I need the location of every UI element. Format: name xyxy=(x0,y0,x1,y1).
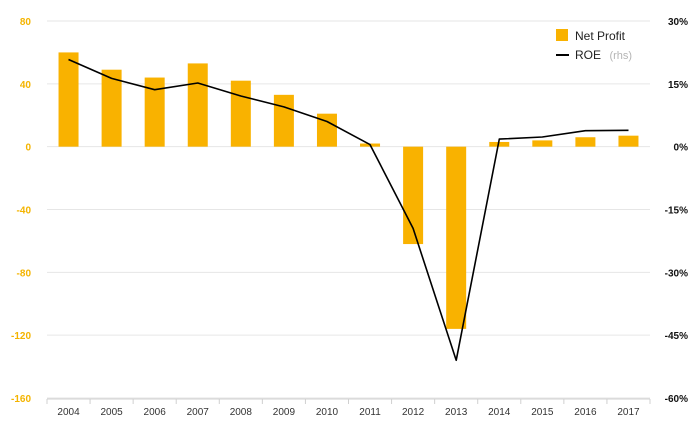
legend: Net Profit ROE (rhs) xyxy=(556,29,632,63)
net-profit-bars xyxy=(58,52,639,329)
x-tick-label: 2015 xyxy=(531,407,554,418)
net-profit-bar xyxy=(273,94,294,147)
roe-line xyxy=(68,58,629,362)
net-profit-bar xyxy=(316,113,337,147)
net-profit-bar xyxy=(532,140,553,147)
net-profit-bar xyxy=(446,146,467,329)
x-tick-label: 2006 xyxy=(144,407,167,418)
left-tick-label: -40 xyxy=(17,206,32,217)
left-axis-ticks: 80 40 0 -40 -80 -120 -160 xyxy=(11,17,31,405)
x-tick-label: 2004 xyxy=(57,407,80,418)
legend-label-roe: ROE (rhs) xyxy=(575,46,632,63)
left-tick-label: -160 xyxy=(11,394,31,405)
net-profit-bar xyxy=(58,52,79,147)
x-tick-label: 2016 xyxy=(574,407,597,418)
legend-label-roe-name: ROE xyxy=(575,48,601,62)
right-tick-label: 15% xyxy=(668,80,688,91)
x-tick-label: 2005 xyxy=(100,407,123,418)
x-tick-label: 2008 xyxy=(230,407,253,418)
legend-swatch-net-profit xyxy=(556,29,568,41)
x-tick-label: 2017 xyxy=(617,407,640,418)
gridlines xyxy=(47,20,650,400)
x-tick-label: 2011 xyxy=(359,407,381,418)
net-profit-bar xyxy=(230,80,251,147)
right-tick-label: -15% xyxy=(665,206,688,217)
x-axis-ticks: 2004 2005 2006 2007 2008 2009 2010 2011 2012 2013… xyxy=(46,399,651,418)
right-tick-label: -30% xyxy=(665,268,688,279)
net-profit-bar xyxy=(575,137,596,147)
legend-label-net-profit: Net Profit xyxy=(575,29,626,43)
net-profit-bar xyxy=(618,135,639,147)
net-profit-bar xyxy=(101,69,122,147)
left-tick-label: -80 xyxy=(17,268,32,279)
left-tick-label: 40 xyxy=(20,80,32,91)
left-tick-label: 80 xyxy=(20,17,32,28)
x-tick-label: 2012 xyxy=(402,407,425,418)
x-tick-label: 2010 xyxy=(316,407,339,418)
right-tick-label: -45% xyxy=(665,331,688,342)
right-tick-label: -60% xyxy=(665,394,688,405)
legend-label-roe-suffix: (rhs) xyxy=(609,50,632,62)
right-axis-ticks: 30% 15% 0% -15% -30% -45% -60% xyxy=(665,17,688,405)
left-tick-label: 0 xyxy=(25,143,31,154)
x-tick-label: 2014 xyxy=(488,407,511,418)
x-tick-label: 2009 xyxy=(273,407,296,418)
net-profit-bar xyxy=(144,77,165,147)
right-tick-label: 0% xyxy=(674,143,689,154)
right-tick-label: 30% xyxy=(668,17,688,28)
net-profit-bar xyxy=(489,141,510,147)
x-tick-label: 2013 xyxy=(445,407,468,418)
net-profit-bar xyxy=(187,63,208,147)
left-tick-label: -120 xyxy=(11,331,31,342)
x-tick-label: 2007 xyxy=(187,407,210,418)
